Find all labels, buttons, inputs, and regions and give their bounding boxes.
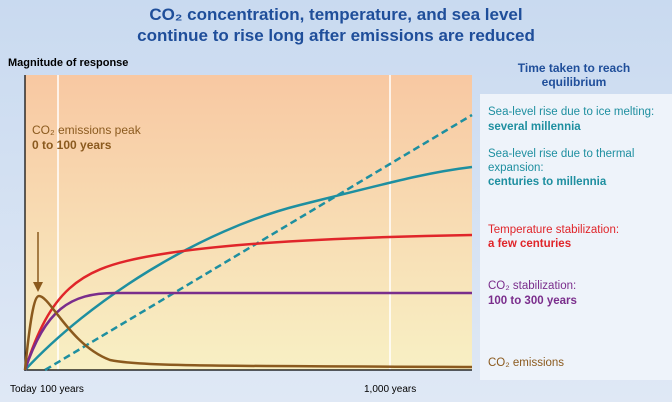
item-time: a few centuries [488, 238, 571, 250]
x-label: 1,000 years [364, 384, 416, 395]
item-label: CO₂ stabilization: [488, 280, 576, 292]
panel [480, 94, 672, 380]
item-label: Sea-level rise due to thermal [488, 148, 634, 160]
item-label: Temperature stabilization: [488, 224, 619, 236]
item-time: several millennia [488, 121, 581, 133]
y-axis-label: Magnitude of response [8, 57, 128, 69]
title: CO₂ concentration, temperature, and sea … [149, 5, 522, 24]
x-label: 100 years [40, 384, 84, 395]
temperature-curve [23, 233, 473, 371]
x-label: Today [10, 384, 37, 395]
item-time: 100 to 300 years [488, 295, 577, 307]
item-time: centuries to millennia [488, 176, 607, 188]
annotation: 0 to 100 years [32, 138, 112, 152]
title: continue to rise long after emissions ar… [137, 26, 535, 45]
emissions-curve [23, 294, 473, 371]
arrow-head [33, 282, 43, 292]
item-label: CO₂ emissions [488, 357, 564, 369]
item-label: Sea-level rise due to ice melting: [488, 106, 654, 118]
co2-curve [23, 291, 472, 371]
thermal-expansion-curve [24, 165, 473, 371]
panel-heading: Time taken to reach [518, 61, 631, 75]
item-label: expansion: [488, 162, 544, 174]
panel-heading: equilibrium [542, 75, 607, 89]
annotation: CO₂ emissions peak [32, 123, 142, 137]
